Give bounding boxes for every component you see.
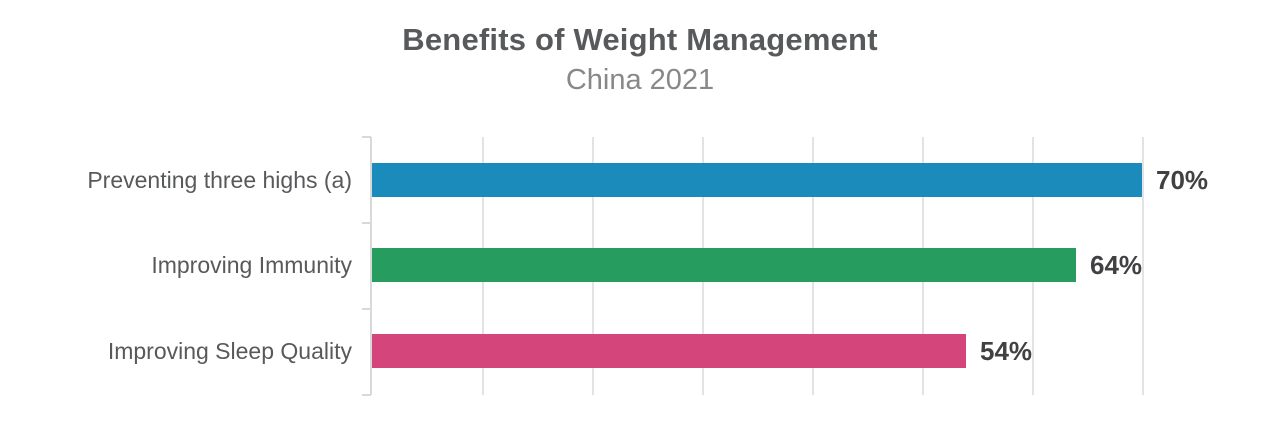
- axis-tick: [362, 136, 371, 138]
- bar-track: 54%: [372, 334, 1142, 368]
- axis-tick: [362, 221, 371, 224]
- chart-header: Benefits of Weight Management China 2021: [0, 22, 1280, 97]
- chart-title: Benefits of Weight Management: [402, 22, 878, 57]
- value-label: 64%: [1090, 249, 1143, 280]
- bar-row: Preventing three highs (a) 70%: [0, 163, 1280, 197]
- axis-tick: [362, 307, 371, 310]
- bar-row: Improving Sleep Quality 54%: [0, 334, 1280, 368]
- bar-preventing-three-highs: [372, 163, 1142, 197]
- bar-track: 70%: [372, 163, 1208, 197]
- value-label: 70%: [1156, 164, 1209, 195]
- chart-subtitle: China 2021: [565, 64, 715, 96]
- value-label: 54%: [980, 335, 1033, 366]
- bar-improving-immunity: [372, 248, 1076, 282]
- category-label-preventing-three-highs: Preventing three highs (a): [87, 167, 352, 193]
- axis-tick: [362, 394, 371, 396]
- y-axis-line: [370, 137, 372, 395]
- bar-row: Improving Immunity 64%: [0, 248, 1280, 282]
- bar-track: 64%: [372, 248, 1142, 282]
- category-label-improving-sleep-quality: Improving Sleep Quality: [107, 338, 352, 364]
- category-label-improving-immunity: Improving Immunity: [151, 252, 352, 278]
- gridline: [1142, 137, 1144, 395]
- bar-improving-sleep-quality: [372, 334, 966, 368]
